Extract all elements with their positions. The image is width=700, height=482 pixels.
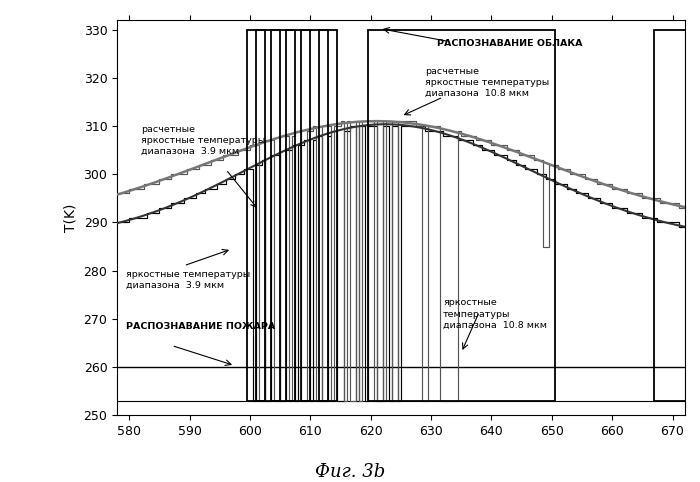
Text: расчетные
яркостные температуры
диапазона  3.9 мкм: расчетные яркостные температуры диапазон… bbox=[141, 125, 265, 156]
Bar bbox=[654, 29, 687, 401]
Bar bbox=[319, 29, 328, 401]
Bar bbox=[247, 29, 337, 401]
Bar bbox=[286, 29, 295, 401]
Bar bbox=[256, 29, 265, 401]
Bar bbox=[301, 29, 310, 401]
Text: расчетные
яркостные температуры
диапазона  10.8 мкм: расчетные яркостные температуры диапазон… bbox=[425, 67, 550, 98]
Bar bbox=[368, 29, 555, 401]
Y-axis label: T(K): T(K) bbox=[64, 203, 78, 232]
Text: Фиг. 3b: Фиг. 3b bbox=[315, 463, 385, 481]
Text: РАСПОЗНАВАНИЕ ОБЛАКА: РАСПОЗНАВАНИЕ ОБЛАКА bbox=[437, 40, 582, 49]
Text: РАСПОЗНАВАНИЕ ПОЖАРА: РАСПОЗНАВАНИЕ ПОЖАРА bbox=[126, 321, 276, 331]
Bar bbox=[271, 29, 280, 401]
Text: яркостные температуры
диапазона  3.9 мкм: яркостные температуры диапазона 3.9 мкм bbox=[126, 270, 251, 290]
Text: яркостные
температуры
диапазона  10.8 мкм: яркостные температуры диапазона 10.8 мкм bbox=[443, 298, 547, 330]
